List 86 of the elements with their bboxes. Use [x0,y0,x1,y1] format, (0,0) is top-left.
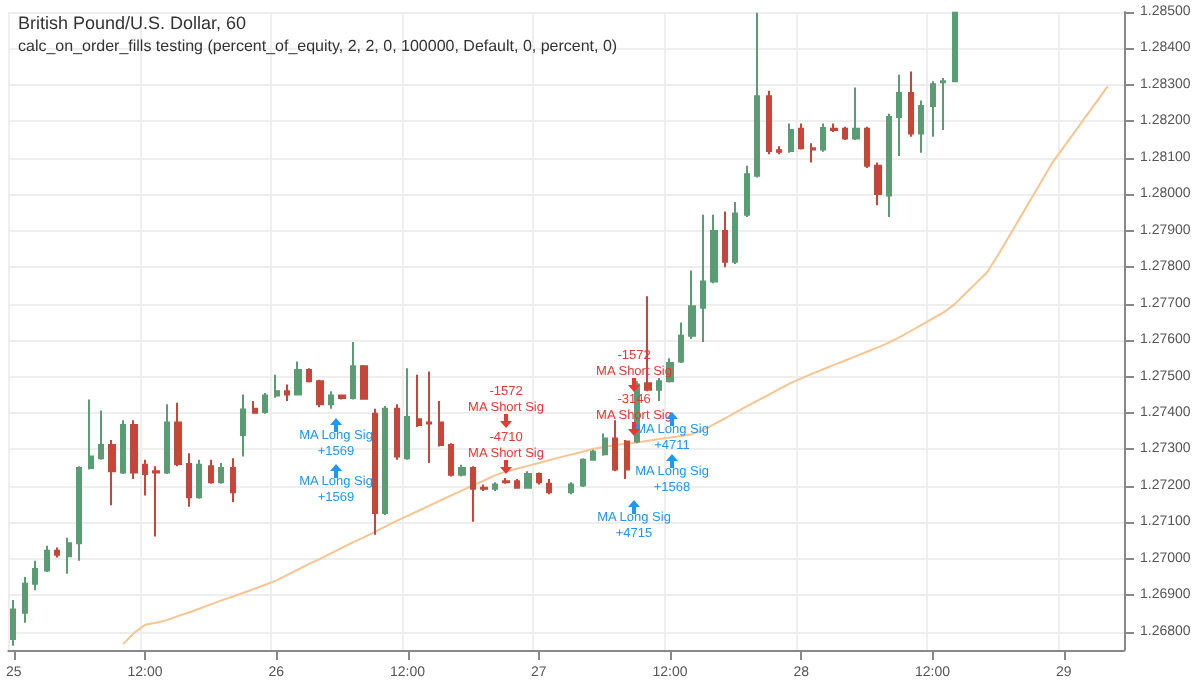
candlestick [568,481,574,496]
candlestick [874,161,882,207]
candlestick [886,112,892,218]
candlestick [918,99,924,154]
candlestick [514,478,520,490]
candlestick [590,448,596,462]
candlestick [108,439,116,507]
chart-title: British Pound/U.S. Dollar, 60 [18,13,247,33]
candlestick [688,269,696,341]
candlestick [744,164,750,218]
candlestick [908,70,914,138]
candlestick [602,432,608,457]
candlestick [306,367,312,384]
candlestick [788,122,794,154]
candlestick [754,11,760,179]
candlestick [700,213,706,343]
candlestick [502,476,510,485]
candlestick [316,378,324,409]
candlestick [820,122,826,153]
candlestick [98,409,104,461]
candlestick [952,11,958,84]
candlestick [896,73,902,158]
candlestick [274,373,280,399]
candlestick [230,457,236,503]
candlestick [76,465,82,562]
candlestick [174,401,182,468]
candlestick [152,465,160,538]
candlestick [438,400,444,448]
candlestick [480,483,488,493]
candlestick [372,407,378,536]
candlestick [22,576,28,624]
line-series [122,85,1109,646]
candlestick [864,125,870,170]
candlestick [394,403,400,461]
candlestick [766,89,772,156]
candlestick [810,142,816,164]
candlestick [294,360,302,397]
candlestick [940,76,946,132]
candlestick [710,213,718,285]
candlestick [350,340,356,401]
candlestick [426,370,432,464]
candlestick [612,419,618,473]
candlestick [580,457,586,489]
candlestick [930,80,936,138]
candlestick [382,405,388,517]
candlestick [624,439,630,481]
candlestick [656,377,662,402]
candlestick [328,390,334,410]
candlestick [10,599,16,647]
candlestick [360,363,368,401]
candlestick [196,458,202,500]
candlestick [416,373,422,428]
candlestick [338,393,346,401]
candlestick [120,419,126,475]
candlestick [54,546,60,559]
candlestick [458,463,466,478]
candlestick [830,122,838,133]
candlestick [492,481,498,493]
candlestick [798,122,804,151]
candlestick [130,419,138,481]
candlestick [284,383,290,402]
candlestick [732,200,738,265]
candlestick [252,400,258,415]
candlestick [142,458,148,497]
candlestick [536,471,542,486]
candlestick [470,465,476,523]
candlestick [678,321,684,365]
candlestick [842,125,848,141]
candlestick [262,391,268,415]
candlestick [164,403,170,475]
candlestick [44,544,50,573]
text: calc_on_order_fills testing (percent_of_equity, 2, 2, 0, 100000, Default, 0, percent, 0) [18,37,618,55]
candlestick [32,559,38,592]
candlestick [448,442,454,478]
candlestick [88,398,94,471]
candlestick [208,458,214,485]
candlestick [66,536,72,575]
candlestick [404,367,410,461]
candlestick [776,145,782,156]
candlestick [524,470,532,490]
candlestick [852,86,860,141]
candlestick [218,461,224,485]
candlestick [186,452,192,508]
candlestick [722,210,728,269]
candlestick [546,478,552,496]
candlestick [240,393,246,458]
